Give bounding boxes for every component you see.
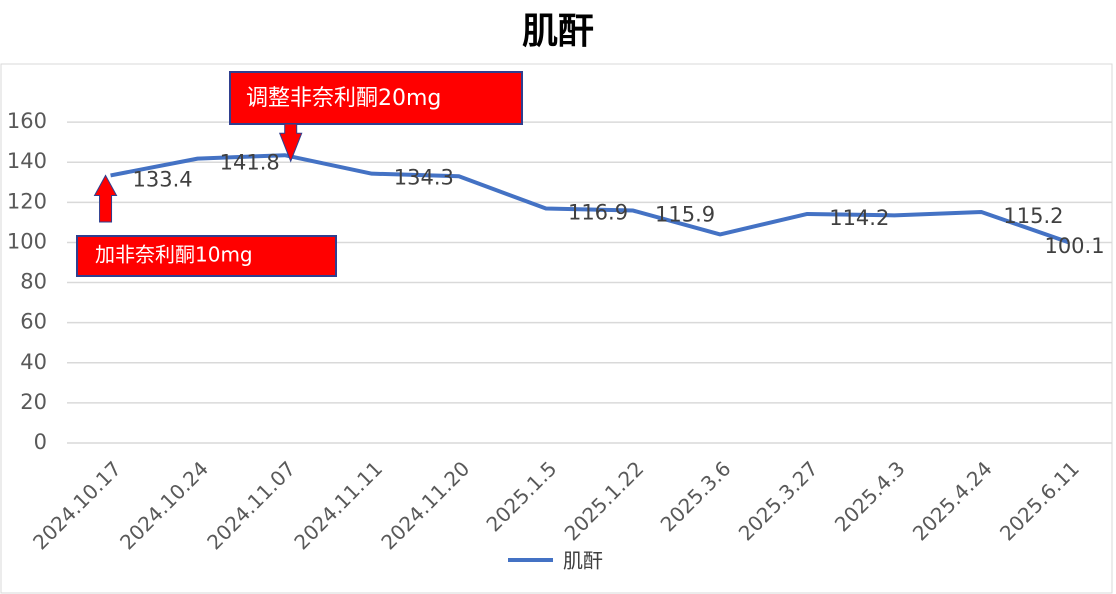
chart-border [0,63,1113,594]
y-tick-label: 120 [7,189,47,213]
annotation-arrow [278,123,303,163]
y-tick-label: 60 [20,310,47,334]
x-tick-label: 2024.10.17 [28,456,126,554]
x-tick-label: 2024.11.11 [289,456,387,554]
annotation-box [229,71,523,125]
data-label: 134.3 [394,166,454,190]
y-tick-label: 0 [34,430,47,454]
y-tick-label: 40 [20,350,47,374]
x-tick-label: 2025.6.11 [995,456,1084,545]
data-label: 116.9 [568,201,628,225]
x-tick-label: 2024.10.24 [115,456,213,554]
data-label: 133.4 [133,167,193,191]
x-tick-label: 2025.3.27 [734,456,823,545]
legend-label: 肌酐 [563,549,603,573]
annotation-box [76,235,337,277]
data-line [110,153,1070,245]
annotation-text: 加非奈利酮10mg [95,243,253,267]
data-label: 141.8 [220,151,280,175]
x-tick-label: 2025.1.22 [560,456,649,545]
y-tick-label: 140 [7,149,47,173]
x-tick-label: 2025.4.24 [908,456,997,545]
annotation-arrow [93,174,118,223]
y-tick-label: 100 [7,229,47,253]
data-label: 115.2 [1003,204,1063,228]
x-tick-label: 2024.11.20 [376,456,474,554]
y-tick-label: 20 [20,390,47,414]
annotation-text: 调整非奈利酮20mg [246,86,441,111]
data-label: 115.9 [655,203,715,227]
chart-title: 肌酐 [522,11,594,52]
x-tick-label: 2025.3.6 [656,456,736,536]
x-tick-label: 2025.1.5 [481,456,561,536]
y-tick-label: 80 [20,270,47,294]
x-tick-label: 2024.11.07 [202,456,300,554]
y-tick-label: 160 [7,109,47,133]
data-label: 100.1 [1044,234,1104,258]
data-label: 114.2 [829,206,889,230]
x-tick-label: 2025.4.3 [830,456,910,536]
